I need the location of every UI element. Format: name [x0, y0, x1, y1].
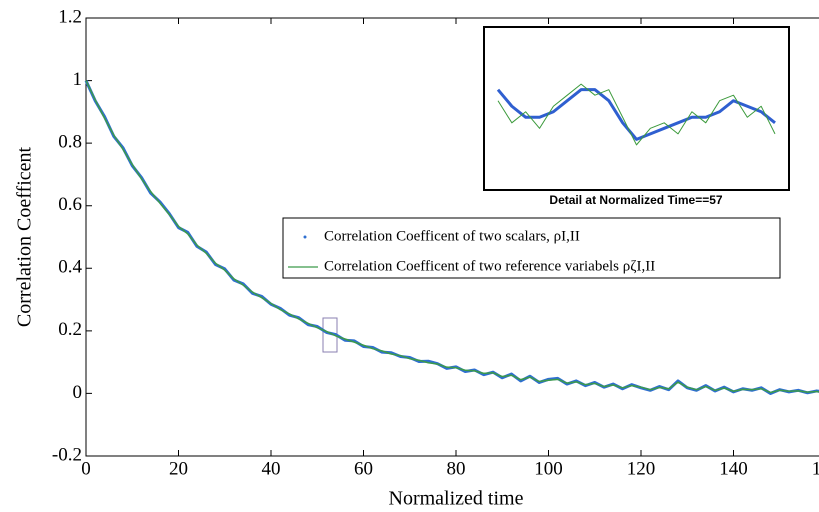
y-tick-label: 0.6	[58, 194, 82, 215]
inset-frame	[483, 26, 790, 191]
legend-box	[282, 217, 781, 279]
legend-marker	[303, 235, 307, 239]
y-axis-label: Correlation Coefficent	[14, 147, 36, 328]
x-tick-label: 160	[812, 458, 819, 479]
x-tick-label: 60	[354, 458, 373, 479]
series-line	[497, 83, 776, 146]
x-axis-label: Normalized time	[389, 488, 524, 510]
legend-label: Correlation Coefficent of two reference …	[324, 258, 655, 274]
inset-plot	[496, 83, 776, 146]
y-tick-label: 0.8	[58, 132, 82, 153]
series-line	[85, 80, 819, 394]
x-tick-label: 0	[81, 458, 91, 479]
legend: Correlation Coefficent of two scalars, ρ…	[288, 228, 655, 274]
legend-label: Correlation Coefficent of two scalars, ρ…	[324, 228, 580, 244]
y-tick-label: 0.2	[58, 319, 82, 340]
series-line	[496, 88, 776, 141]
y-tick-label: 1.2	[58, 6, 82, 27]
x-tick-label: 20	[169, 458, 188, 479]
inset-caption: Detail at Normalized Time==57	[549, 193, 723, 207]
x-tick-label: 140	[719, 458, 748, 479]
y-tick-label: 0	[73, 382, 83, 403]
x-tick-label: 120	[627, 458, 656, 479]
y-tick-label: 0.4	[58, 257, 82, 278]
main-plot: 020406080100120140160-0.200.20.40.60.811…	[52, 6, 819, 479]
x-tick-label: 40	[262, 458, 281, 479]
y-tick-label: 1	[73, 69, 83, 90]
y-tick-label: -0.2	[52, 444, 82, 465]
x-tick-label: 100	[534, 458, 563, 479]
x-tick-label: 80	[447, 458, 466, 479]
